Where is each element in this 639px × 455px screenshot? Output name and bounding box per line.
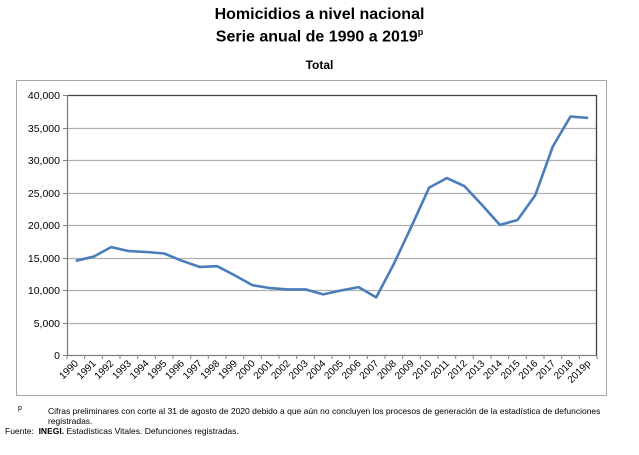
- y-tick-label: 40,000: [28, 90, 60, 102]
- source-label: Fuente:: [5, 426, 34, 436]
- y-tick-label: 35,000: [28, 123, 60, 135]
- x-tick-label: 1994: [128, 358, 152, 382]
- y-tick-label: 20,000: [28, 220, 60, 232]
- x-tick-label: 2005: [322, 358, 346, 382]
- x-tick-label: 2010: [411, 358, 435, 382]
- x-tick-label: 1991: [75, 358, 99, 382]
- source-line: Fuente: INEGI. Estadísticas Vitales. Def…: [5, 426, 239, 436]
- x-tick-label: 2001: [252, 358, 276, 382]
- y-tick-label: 30,000: [28, 155, 60, 167]
- subtitle-text: Serie anual de 1990 a 2019: [215, 28, 418, 46]
- y-tick-label: 0: [54, 350, 60, 362]
- x-tick-label: 2017: [534, 358, 558, 382]
- y-tick-label: 10,000: [28, 285, 60, 297]
- x-tick-label: 2014: [481, 358, 505, 382]
- x-tick-label: 2000: [234, 358, 258, 382]
- x-tick-label: 1997: [181, 358, 205, 382]
- x-tick-label: 2013: [464, 358, 488, 382]
- x-tick-label: 2004: [305, 358, 329, 382]
- subtitle-superscript: p: [417, 27, 424, 37]
- x-tick-label: 2006: [340, 358, 364, 382]
- footnote-text-2: registradas.: [48, 416, 93, 426]
- x-tick-label: 2015: [499, 358, 523, 382]
- x-tick-label: 2016: [517, 358, 541, 382]
- subtitle: Serie anual de 1990 a 2019p: [0, 23, 639, 46]
- source-text: Estadísticas Vitales. Defunciones regist…: [66, 426, 239, 436]
- x-tick-label: 2009: [393, 358, 417, 382]
- footnote-marker: p: [18, 405, 22, 412]
- series-line-total: [75, 115, 589, 299]
- x-tick-label: 1990: [57, 358, 81, 382]
- y-tick-label: 25,000: [28, 188, 60, 200]
- x-tick-label: 2002: [269, 358, 293, 382]
- y-tick-label: 5,000: [34, 318, 60, 330]
- chart-title: Total: [305, 58, 334, 72]
- main-title: Homicidios a nivel nacional: [214, 6, 425, 23]
- x-tick-label: 2008: [375, 358, 399, 382]
- x-tick-label: 1996: [163, 358, 187, 382]
- chart-frame: [16, 80, 607, 396]
- x-tick-label: 1999: [216, 358, 240, 382]
- x-tick-label: 1992: [93, 358, 117, 382]
- x-tick-label: 2003: [287, 358, 311, 382]
- x-tick-label: 1995: [146, 358, 170, 382]
- footnote-text-1: Cifras preliminares con corte al 31 de a…: [48, 406, 601, 416]
- x-tick-label: 2007: [358, 358, 382, 382]
- x-tick-label: 1998: [199, 358, 223, 382]
- x-tick-label: 1993: [110, 358, 134, 382]
- y-tick-label: 15,000: [28, 253, 60, 265]
- source-org: INEGI.: [38, 426, 65, 436]
- x-tick-label: 2012: [446, 358, 470, 382]
